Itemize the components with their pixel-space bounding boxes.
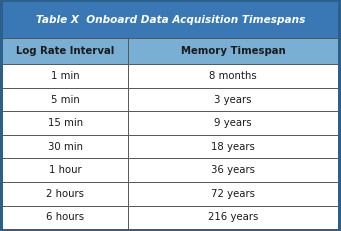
Text: 1 min: 1 min [51,71,79,81]
Text: 1 hour: 1 hour [49,165,81,175]
Text: 18 years: 18 years [211,142,255,152]
Bar [3,206,338,229]
Text: 30 min: 30 min [48,142,83,152]
Text: 5 min: 5 min [51,94,80,105]
Text: 15 min: 15 min [48,118,83,128]
Bar [3,64,338,88]
Bar [3,111,338,135]
Bar [3,2,338,38]
Text: 216 years: 216 years [208,212,258,222]
Text: 72 years: 72 years [211,189,255,199]
Text: 9 years: 9 years [214,118,252,128]
Text: Log Rate Interval: Log Rate Interval [16,46,115,56]
Bar [3,182,338,206]
Text: Memory Timespan: Memory Timespan [181,46,285,56]
Text: 3 years: 3 years [214,94,252,105]
Bar [3,158,338,182]
Bar [3,38,338,64]
Bar [3,88,338,111]
Text: 36 years: 36 years [211,165,255,175]
Text: Table X  Onboard Data Acquisition Timespans: Table X Onboard Data Acquisition Timespa… [36,15,305,25]
Text: 6 hours: 6 hours [46,212,84,222]
Text: 8 months: 8 months [209,71,257,81]
Bar [3,135,338,158]
Text: 2 hours: 2 hours [46,189,84,199]
